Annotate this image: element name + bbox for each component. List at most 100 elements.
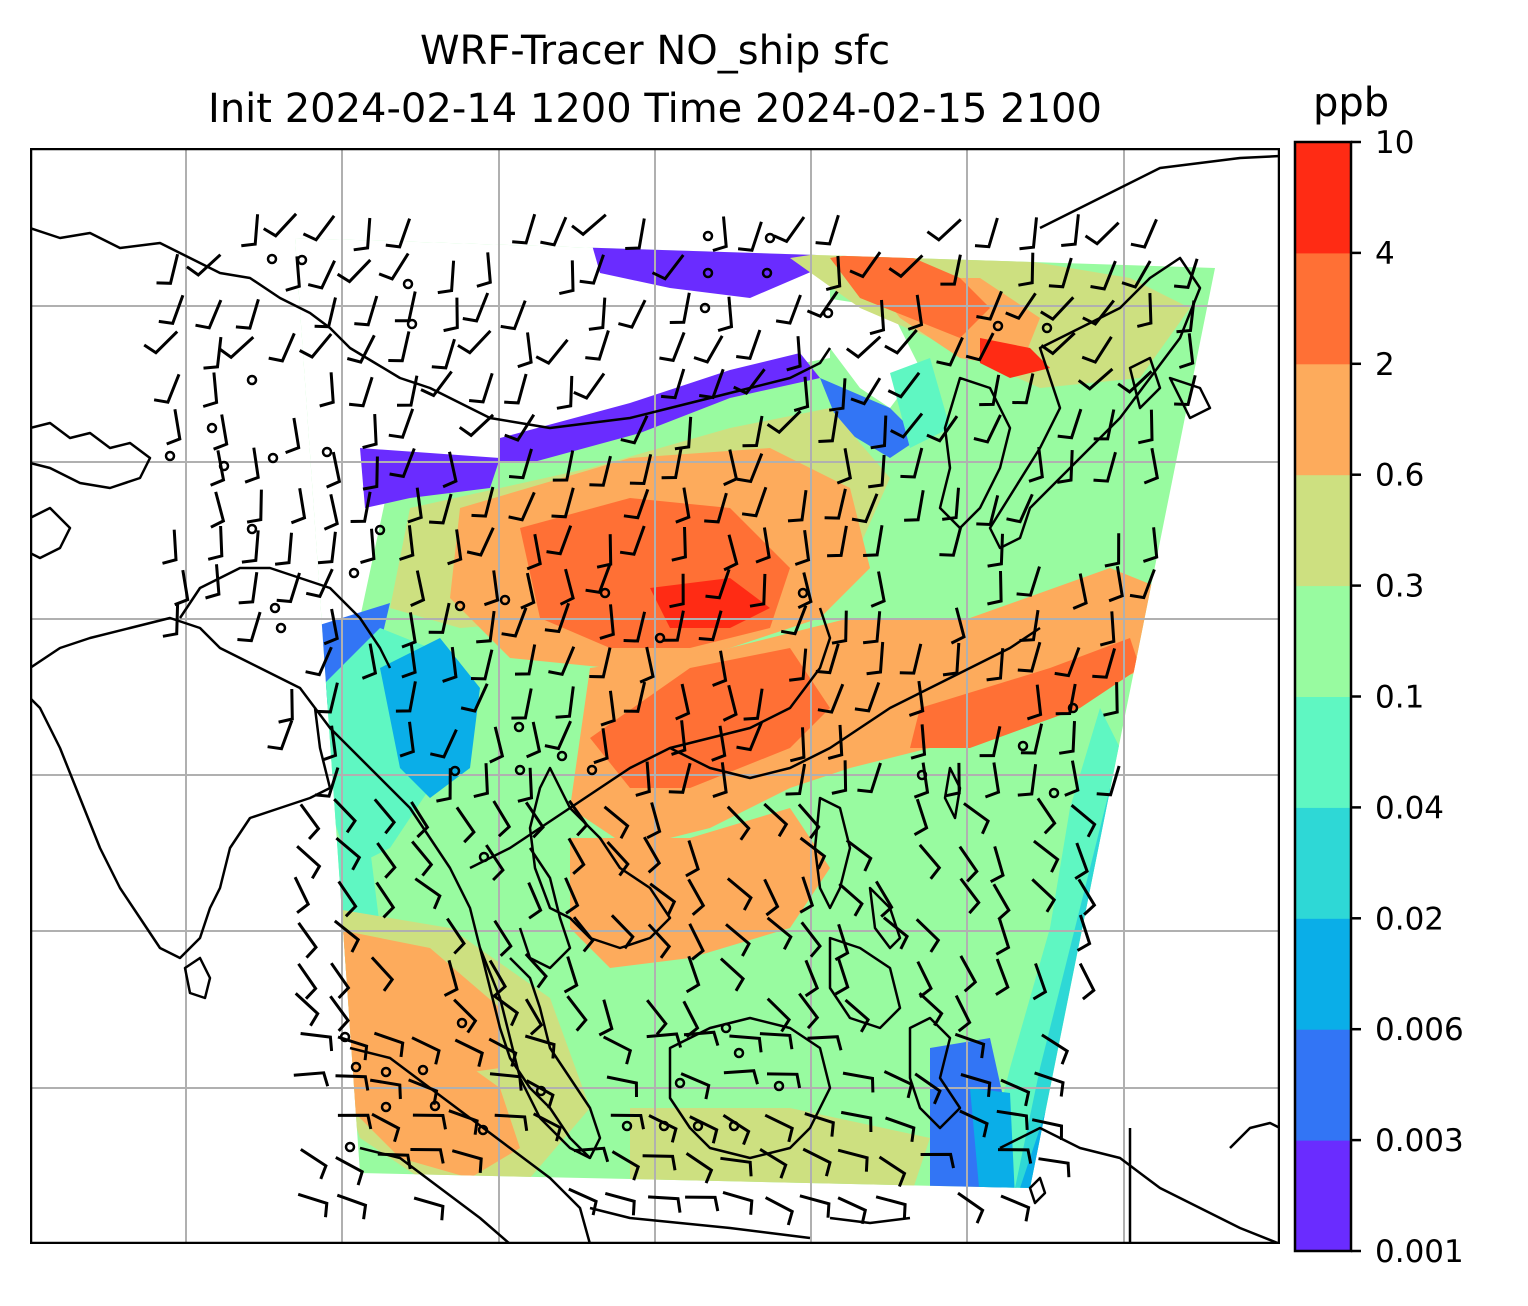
wind-barb bbox=[555, 686, 575, 719]
wind-barb bbox=[585, 563, 612, 594]
wind-barb bbox=[649, 882, 677, 916]
wind-barb bbox=[815, 643, 840, 675]
wind-barb bbox=[870, 571, 886, 608]
calm-wind-marker bbox=[269, 602, 281, 614]
wind-barb bbox=[1018, 252, 1035, 287]
wind-barb bbox=[447, 529, 463, 566]
wind-barb bbox=[471, 486, 495, 518]
wind-barb bbox=[556, 375, 574, 410]
wind-barb bbox=[837, 1148, 869, 1172]
wind-barb bbox=[333, 798, 357, 834]
wind-barb bbox=[683, 1030, 720, 1047]
colorbar: 0.001 0.003 0.006 0.02 0.04 0.1 0.3 0.6 2 4 10 bbox=[1293, 125, 1464, 1270]
wind-barb bbox=[1121, 260, 1152, 289]
wind-barb bbox=[743, 688, 764, 721]
wind-barb bbox=[1093, 409, 1116, 441]
calm-wind-marker bbox=[621, 1120, 633, 1132]
wind-barb bbox=[1038, 1157, 1071, 1178]
wind-barb bbox=[918, 992, 944, 1027]
wind-barb bbox=[1136, 293, 1153, 328]
wind-barb bbox=[579, 254, 605, 285]
colorbar-swatch bbox=[1295, 918, 1351, 1030]
wind-barb bbox=[337, 880, 358, 918]
wind-barb bbox=[862, 611, 882, 645]
wind-barb bbox=[333, 919, 361, 953]
wind-barb bbox=[1006, 493, 1034, 524]
wind-barb bbox=[815, 214, 840, 246]
wind-barb bbox=[235, 298, 260, 330]
wind-barb bbox=[336, 258, 372, 284]
calm-wind-marker bbox=[417, 1064, 429, 1076]
wind-barb bbox=[916, 960, 933, 999]
wind-barb bbox=[785, 763, 807, 796]
wind-barb bbox=[1019, 217, 1038, 251]
wind-barb bbox=[299, 1148, 328, 1180]
wind-barb bbox=[524, 801, 545, 839]
calm-wind-marker bbox=[586, 764, 598, 776]
wind-barb bbox=[593, 728, 609, 765]
wind-barb bbox=[827, 525, 848, 558]
wind-barb bbox=[296, 845, 322, 880]
wind-barb bbox=[299, 803, 321, 841]
wind-barb bbox=[323, 493, 339, 531]
calm-wind-marker bbox=[702, 230, 714, 242]
wind-barb bbox=[789, 727, 806, 763]
wind-barb bbox=[585, 330, 610, 361]
wind-barb bbox=[413, 1196, 445, 1221]
colorbar-tick-label: 10 bbox=[1375, 125, 1414, 161]
wind-barb bbox=[793, 376, 810, 413]
wind-barb bbox=[959, 877, 981, 915]
wind-barb bbox=[1104, 533, 1121, 568]
wind-barb bbox=[559, 568, 575, 606]
wind-barb bbox=[476, 252, 492, 288]
wind-barb bbox=[674, 416, 693, 451]
wind-barb bbox=[293, 1071, 330, 1087]
wind-barb bbox=[1061, 214, 1080, 247]
wind-barb bbox=[370, 956, 395, 992]
wind-barb bbox=[828, 378, 847, 412]
wind-barb bbox=[335, 1074, 370, 1091]
calm-wind-marker bbox=[206, 422, 218, 434]
colorbar-swatches bbox=[1293, 140, 1353, 1253]
wind-barb bbox=[799, 836, 827, 870]
wind-barb bbox=[798, 992, 820, 1030]
wind-barb bbox=[348, 376, 374, 408]
calm-wind-marker bbox=[246, 523, 258, 535]
wind-barb bbox=[797, 572, 813, 610]
wind-barb bbox=[319, 372, 335, 408]
colorbar-swatch bbox=[1295, 1029, 1351, 1141]
calm-wind-marker bbox=[514, 764, 526, 776]
wind-barb bbox=[412, 1113, 447, 1130]
calm-wind-marker bbox=[275, 622, 287, 634]
wind-barb bbox=[508, 448, 533, 480]
wind-barb bbox=[573, 1146, 610, 1163]
wind-barb bbox=[428, 602, 451, 634]
wind-barb bbox=[213, 414, 229, 451]
wind-barb bbox=[913, 762, 930, 799]
wind-barb bbox=[473, 763, 489, 799]
wind-barb bbox=[904, 489, 925, 522]
wind-barb bbox=[687, 878, 706, 916]
wind-barb bbox=[508, 491, 536, 522]
wind-barb bbox=[620, 414, 649, 445]
wind-barb bbox=[733, 368, 766, 395]
wind-barb bbox=[158, 294, 185, 326]
wind-barb bbox=[957, 1191, 985, 1224]
wind-barb bbox=[883, 1070, 914, 1099]
wind-barb bbox=[773, 216, 806, 244]
wind-barb bbox=[807, 1035, 843, 1051]
wind-barb bbox=[875, 880, 894, 918]
wind-barb bbox=[598, 999, 614, 1037]
colorbar-tick-label: 0.04 bbox=[1375, 790, 1444, 826]
wind-barb bbox=[831, 610, 848, 645]
wind-barb bbox=[950, 607, 966, 645]
colorbar-tick-label: 2 bbox=[1375, 347, 1395, 383]
wind-barb bbox=[976, 290, 1003, 321]
wind-barb bbox=[1040, 331, 1076, 356]
wind-barb bbox=[623, 611, 647, 643]
wind-barb bbox=[517, 767, 534, 803]
wind-barb bbox=[629, 453, 653, 486]
wind-barb bbox=[742, 415, 764, 448]
wind-barb bbox=[717, 296, 734, 333]
wind-barb bbox=[646, 1032, 683, 1048]
